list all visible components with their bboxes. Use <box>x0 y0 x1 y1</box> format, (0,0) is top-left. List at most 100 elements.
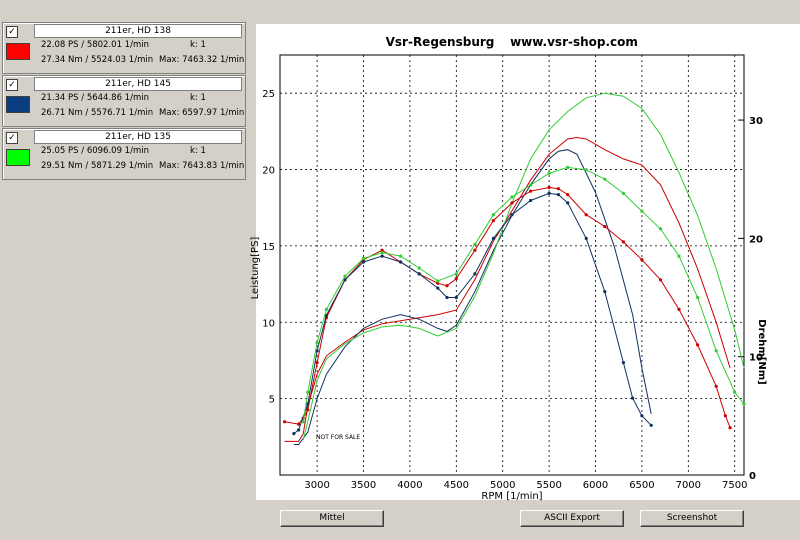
torque-point <box>529 189 533 193</box>
torque-point <box>714 349 718 353</box>
x-tick-label: 5000 <box>490 480 515 491</box>
torque-point <box>649 423 653 427</box>
chart-background <box>256 24 800 500</box>
ascii-export-button[interactable]: ASCII Export <box>520 510 624 527</box>
torque-point <box>473 248 477 252</box>
y2-axis-label: Drehm[Nm] <box>756 319 767 384</box>
plot-frame <box>279 54 745 476</box>
torque-point <box>445 295 449 300</box>
torque-point <box>324 307 328 311</box>
torque-point <box>640 414 644 418</box>
x-tick-label: 4500 <box>444 480 469 491</box>
torque-point <box>445 284 449 288</box>
y2-tick-label: 30 <box>749 116 763 127</box>
torque-point <box>297 428 301 432</box>
curve-2-max: Max: 6597.97 1/min <box>159 108 245 118</box>
torque-point <box>677 307 681 311</box>
torque-point <box>380 248 384 252</box>
curve-3-title[interactable]: 211er, HD 135 <box>34 130 242 144</box>
torque-point <box>399 260 403 264</box>
screenshot-button[interactable]: Screenshot <box>640 510 744 527</box>
y2-tick-label: 20 <box>749 234 763 245</box>
torque-point <box>696 343 700 347</box>
torque-point <box>640 258 644 262</box>
x-tick-label: 3500 <box>351 480 376 491</box>
y-tick-label: 20 <box>262 166 275 177</box>
torque-point <box>714 384 718 388</box>
power-line-2 <box>293 149 652 445</box>
y-tick-label: 10 <box>262 318 275 329</box>
torque-point <box>510 195 514 199</box>
curve-2-ps: 21.34 PS / 5644.86 1/min <box>41 93 149 103</box>
torque-point <box>292 432 296 436</box>
torque-point <box>566 201 570 205</box>
torque-point <box>603 177 607 181</box>
torque-point <box>658 227 663 231</box>
torque-point <box>584 236 588 240</box>
torque-point <box>603 224 607 229</box>
torque-point <box>306 402 310 406</box>
chart-title: Vsr-Regensburg <box>386 35 495 49</box>
x-tick-label: 7000 <box>676 480 701 491</box>
torque-point <box>621 361 626 365</box>
x-tick-label: 5500 <box>536 480 561 491</box>
torque-point <box>510 213 514 217</box>
y-tick-label: 5 <box>269 395 275 406</box>
torque-point <box>343 278 347 282</box>
chart-grid <box>280 55 744 475</box>
curve-1-k: k: 1 <box>190 40 206 50</box>
torque-point <box>556 193 561 197</box>
curve-3-checkbox[interactable]: ✓ <box>6 132 18 144</box>
torque-point <box>547 191 551 195</box>
torque-point <box>631 396 635 400</box>
curve-2-color-swatch[interactable] <box>6 96 30 113</box>
curve-1-checkbox[interactable]: ✓ <box>6 26 18 38</box>
torque-point <box>621 191 626 195</box>
curve-1-max: Max: 7463.32 1/min <box>159 55 245 65</box>
chart-subtitle: www.vsr-shop.com <box>510 35 638 49</box>
curve-3-color-swatch[interactable] <box>6 149 30 166</box>
x-axis-label: RPM [1/min] <box>481 491 542 502</box>
curve-panel-1: ✓ 211er, HD 138 22.08 PS / 5802.01 1/min… <box>2 22 246 74</box>
torque-point <box>640 209 644 213</box>
torque-point <box>566 165 570 169</box>
y-tick-label: 15 <box>262 242 275 253</box>
x-tick-label: 3000 <box>304 480 329 491</box>
mittel-button[interactable]: Mittel <box>280 510 384 527</box>
torque-point <box>301 420 305 424</box>
y2-tick-label: 0 <box>749 471 756 482</box>
torque-point <box>658 278 663 282</box>
torque-point <box>621 240 626 244</box>
x-tick-label: 6000 <box>583 480 608 491</box>
curve-2-checkbox[interactable]: ✓ <box>6 79 18 91</box>
torque-point <box>529 183 533 187</box>
axis-ticks: 3000 3500 4000 4500 5000 5500 6000 6500 7000 7500… <box>262 89 763 491</box>
torque-point <box>556 187 561 191</box>
torque-point <box>491 213 495 217</box>
curve-1-ps: 22.08 PS / 5802.01 1/min <box>41 40 149 50</box>
torque-point <box>491 219 495 223</box>
torque-point <box>696 295 700 300</box>
torque-point <box>436 281 440 285</box>
torque-point <box>380 251 384 255</box>
y-tick-label: 25 <box>262 89 275 100</box>
torque-point <box>473 242 477 246</box>
curve-1-title[interactable]: 211er, HD 138 <box>34 24 242 38</box>
torque-point <box>742 402 746 406</box>
torque-point <box>306 408 310 412</box>
torque-point <box>473 272 477 276</box>
torque-point <box>584 168 588 172</box>
torque-point <box>547 185 551 190</box>
torque-point <box>315 340 319 345</box>
torque-point <box>584 213 588 217</box>
torque-point <box>677 254 681 258</box>
torque-point <box>454 295 458 300</box>
curve-1-nm: 27.34 Nm / 5524.03 1/min <box>41 55 154 65</box>
curve-2-title[interactable]: 211er, HD 145 <box>34 77 242 91</box>
curves <box>283 92 746 445</box>
torque-point <box>436 286 440 290</box>
curve-3-nm: 29.51 Nm / 5871.29 1/min <box>41 161 154 171</box>
torque-point <box>436 279 440 283</box>
curve-1-color-swatch[interactable] <box>6 43 30 60</box>
torque-point <box>380 254 384 258</box>
